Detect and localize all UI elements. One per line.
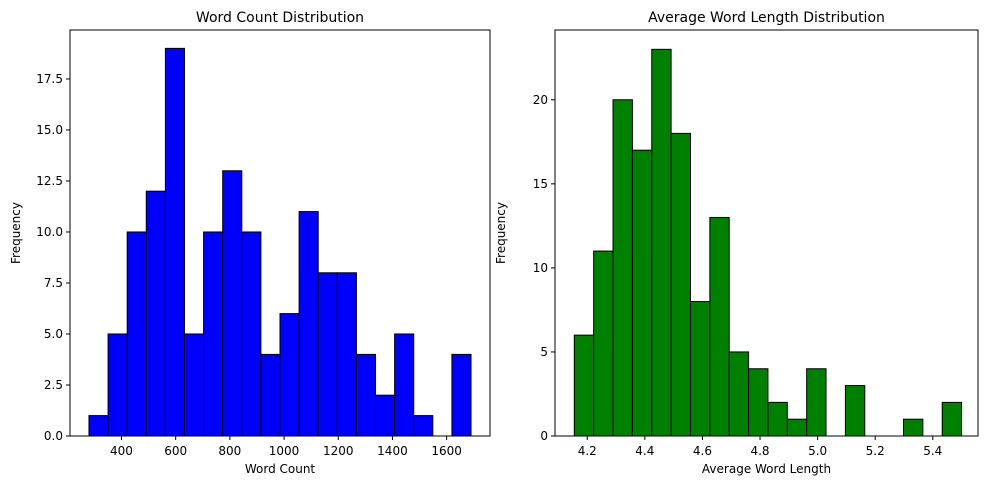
word-count-bar (375, 394, 396, 437)
word-count-x-tick-label: 800 (218, 444, 241, 458)
word-length-bar (902, 418, 924, 437)
word-count-x-tick-label: 600 (164, 444, 187, 458)
word-count-bar (203, 231, 224, 437)
word-count-bar (126, 231, 147, 437)
word-length-bar (612, 99, 633, 437)
word-count-bar (88, 415, 109, 437)
word-count-x-axis-label: Word Count (245, 462, 316, 476)
word-count-bar (413, 415, 434, 437)
word-count-bar (355, 353, 377, 437)
word-length-bar (593, 250, 614, 437)
word-count-y-axis-label: Frequency (9, 202, 23, 264)
word-count-x-tick-label: 1200 (323, 444, 354, 458)
word-length-x-tick-label: 4.4 (635, 444, 654, 458)
word-length-chart-title: Average Word Length Distribution (648, 10, 885, 26)
word-length-bar (728, 351, 750, 437)
word-length-y-tick-label: 15 (533, 177, 548, 191)
word-length-bar (670, 132, 691, 437)
word-count-histogram: 400 600 800 1000 1200 1400 1600 0.0 2.5 5.0 7.5 10.… (9, 10, 491, 476)
word-count-y-tick-label: 15.0 (36, 123, 63, 137)
word-length-bar (689, 301, 711, 437)
word-length-x-tick-label: 4.8 (750, 444, 769, 458)
word-count-y-tick-label: 7.5 (44, 276, 63, 290)
word-length-bar (709, 216, 730, 437)
word-count-bar (183, 333, 205, 437)
word-length-y-tick-label: 20 (533, 93, 548, 107)
word-count-x-tick-label: 1000 (269, 444, 300, 458)
word-count-bar (145, 190, 166, 437)
word-length-y-axis-label: Frequency (494, 202, 508, 264)
word-count-bar (317, 272, 338, 437)
word-count-x-tick-label: 1600 (431, 444, 462, 458)
word-length-x-tick-label: 4.6 (693, 444, 712, 458)
word-length-bar (573, 334, 595, 437)
word-count-bar (336, 272, 357, 437)
word-count-y-tick-label: 12.5 (36, 174, 63, 188)
word-length-bar (844, 385, 866, 437)
word-count-bar (241, 231, 262, 437)
word-count-bar (260, 353, 281, 437)
word-length-x-tick-label: 4.2 (578, 444, 597, 458)
word-length-y-tick-label: 10 (533, 261, 548, 275)
word-length-bar (941, 401, 963, 437)
word-length-bar (651, 48, 672, 437)
word-count-y-tick-label: 0.0 (44, 429, 63, 443)
word-count-bar (107, 333, 128, 437)
word-count-bar (451, 353, 472, 437)
word-count-chart-title: Word Count Distribution (196, 10, 364, 26)
word-count-y-tick-label: 10.0 (36, 225, 63, 239)
word-length-histogram: 4.2 4.4 4.6 4.8 5.0 5.2 5.4 0 5 10 15 20 Average Wor… (494, 10, 979, 476)
word-length-bar (767, 401, 788, 437)
word-length-x-axis-label: Average Word Length (702, 462, 831, 476)
word-length-bar (748, 368, 769, 437)
word-count-y-tick-label: 5.0 (44, 327, 63, 341)
word-count-axes-frame (69, 29, 491, 437)
word-length-x-tick-label: 5.2 (866, 444, 885, 458)
word-length-x-tick-label: 5.0 (808, 444, 827, 458)
word-length-bar (806, 368, 827, 437)
word-count-bar (298, 211, 319, 437)
word-count-bar (279, 313, 300, 437)
word-count-y-tick-label: 17.5 (36, 72, 63, 86)
word-length-bar (631, 149, 653, 437)
word-length-x-tick-label: 5.4 (923, 444, 942, 458)
word-count-x-tick-label: 1400 (377, 444, 408, 458)
word-count-y-tick-label: 2.5 (44, 378, 63, 392)
word-count-bar (164, 47, 185, 437)
word-length-axes-frame (554, 29, 979, 437)
word-count-bar (222, 170, 243, 437)
word-length-y-tick-label: 5 (540, 345, 548, 359)
word-length-bar (786, 418, 808, 437)
word-count-bar (394, 333, 415, 437)
word-length-y-tick-label: 0 (540, 429, 548, 443)
word-count-x-tick-label: 400 (110, 444, 133, 458)
